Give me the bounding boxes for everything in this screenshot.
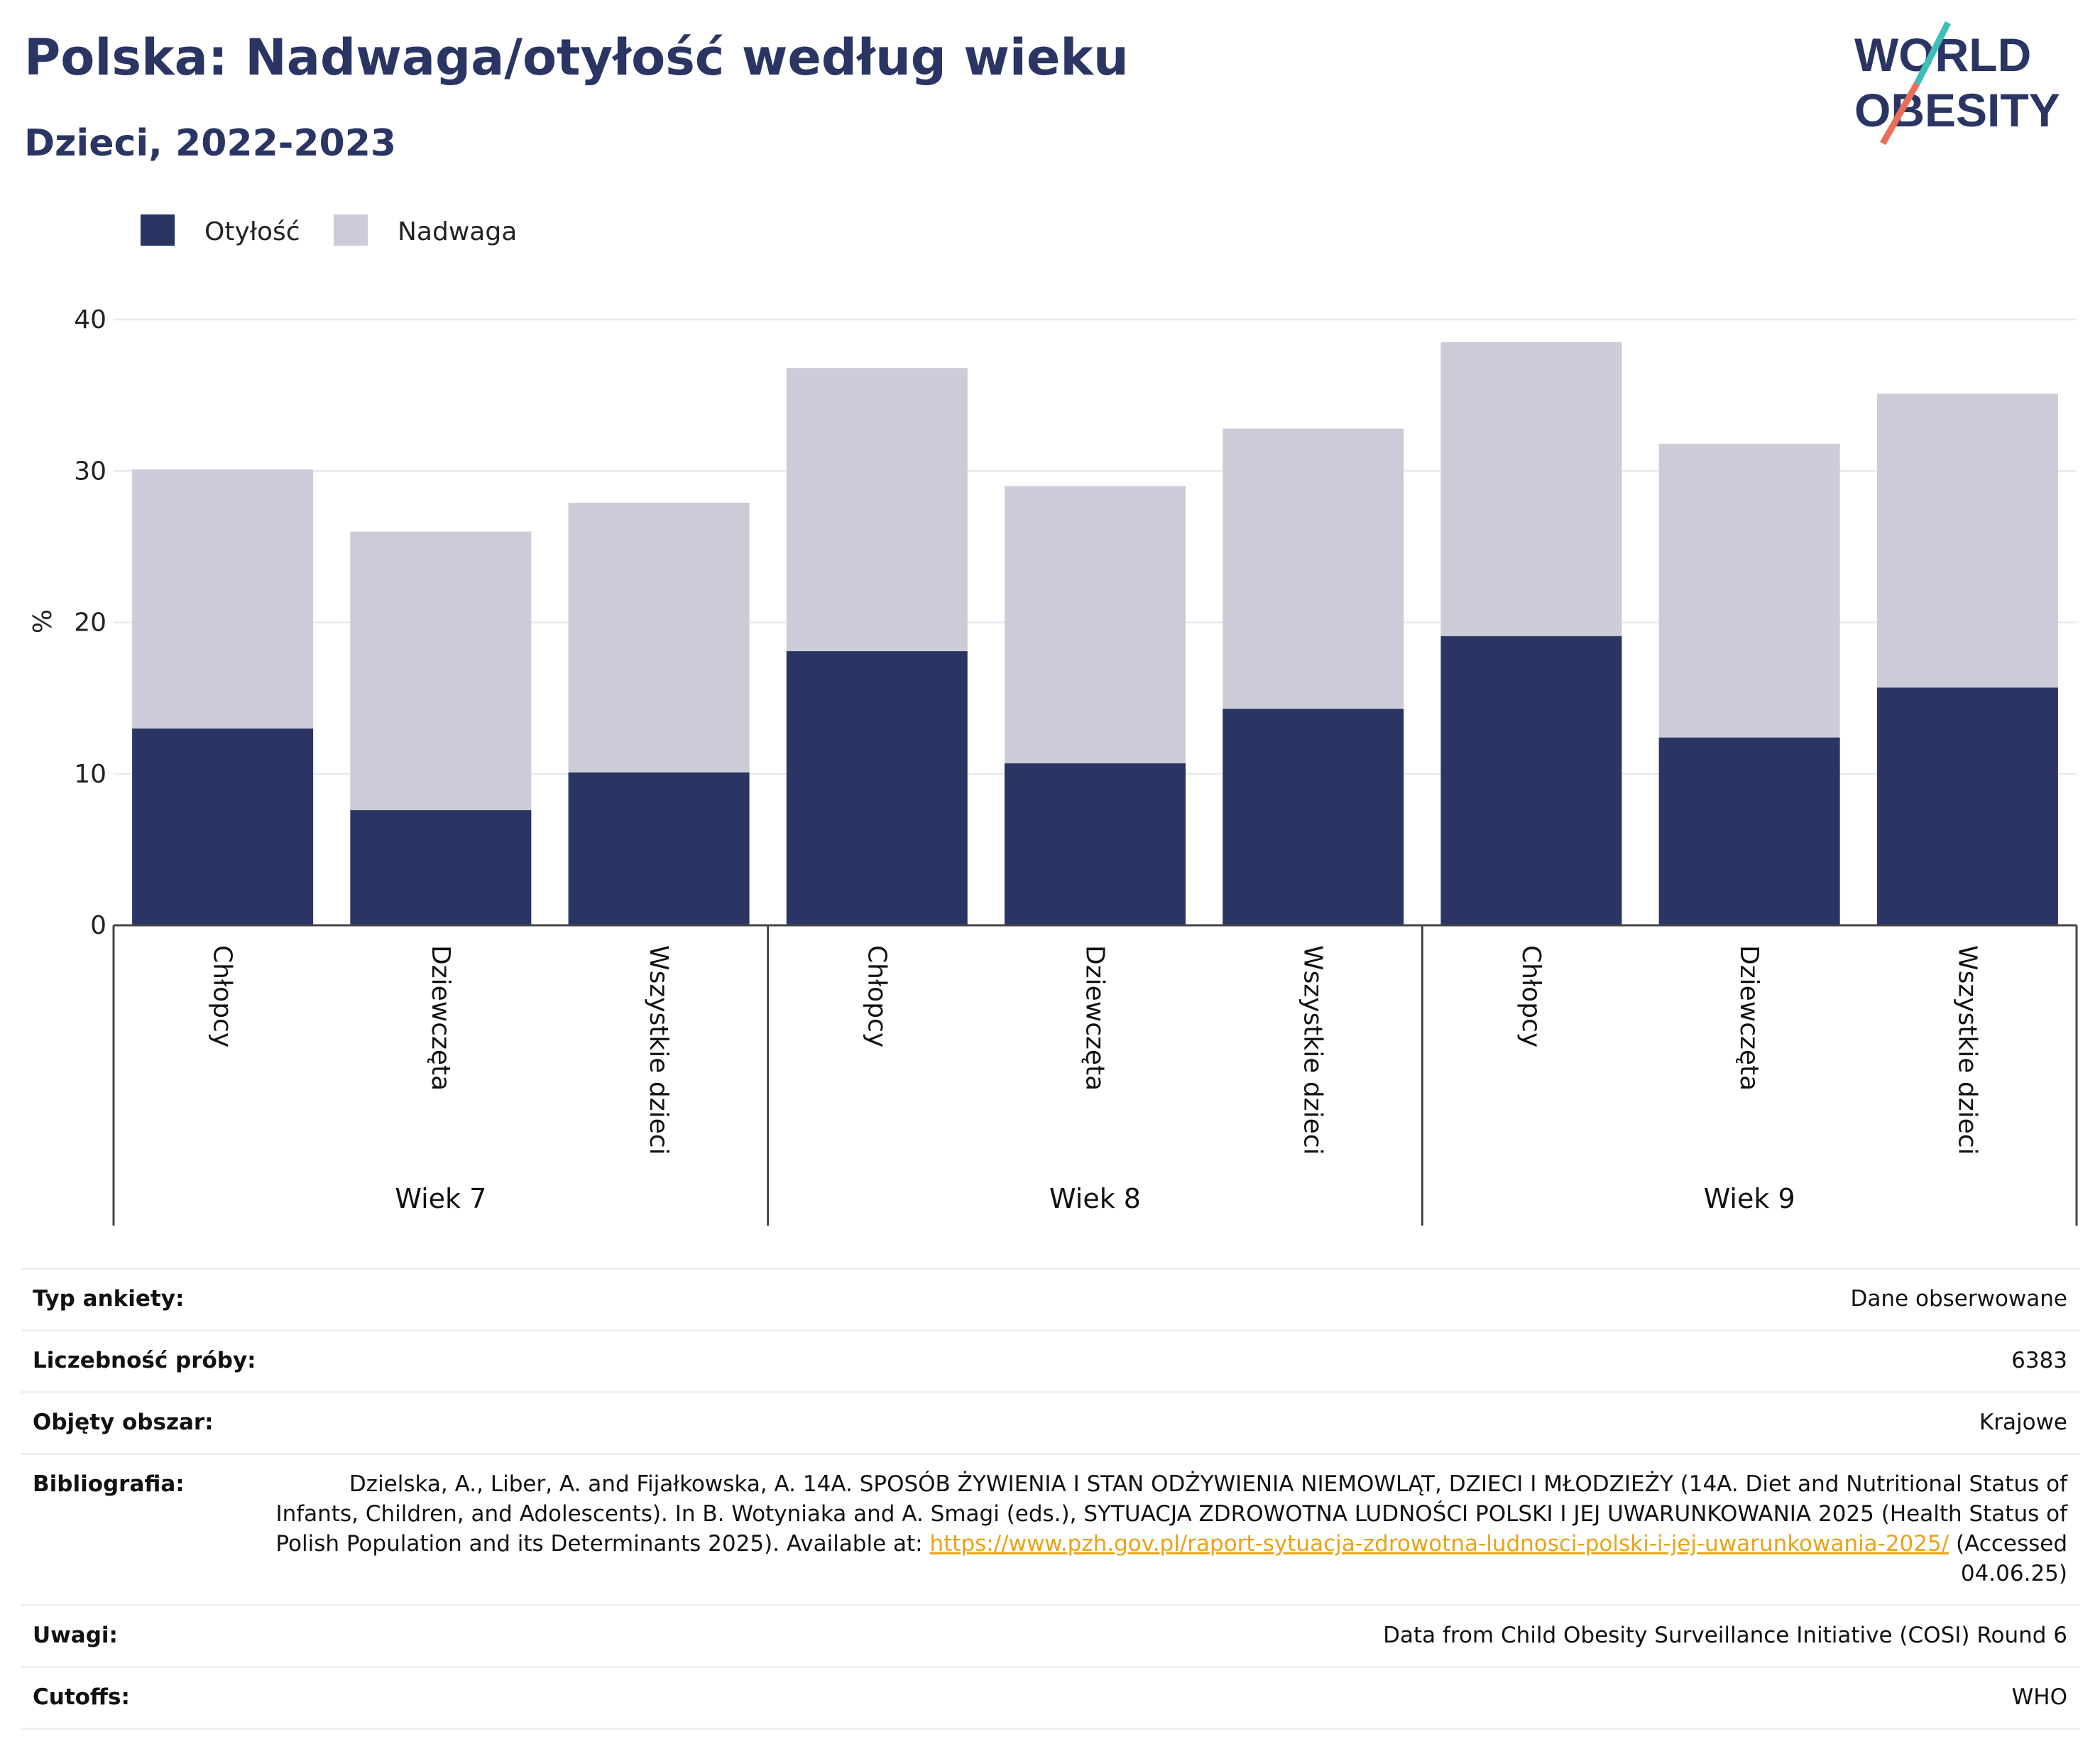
group-label: Wiek 9 bbox=[1704, 1183, 1795, 1214]
y-tick-label: 40 bbox=[74, 305, 106, 334]
info-value-text: 6383 bbox=[2011, 1348, 2067, 1373]
page-title: Polska: Nadwaga/otyłość według wieku bbox=[24, 28, 1129, 87]
bar-overweight-8 bbox=[1876, 393, 2058, 688]
bar-overweight-7 bbox=[1658, 443, 1840, 738]
info-key: Uwagi: bbox=[33, 1623, 118, 1648]
y-tick-label: 20 bbox=[74, 609, 106, 638]
info-value-text: WHO bbox=[2011, 1684, 2067, 1710]
logo-text-obesity: OBESITY bbox=[1854, 84, 2060, 136]
info-value-text: Data from Child Obesity Surveillance Ini… bbox=[1383, 1623, 2067, 1648]
legend-label-0: Otyłość bbox=[204, 217, 300, 246]
bar-obesity-4 bbox=[1005, 763, 1186, 925]
bar-obesity-8 bbox=[1876, 687, 2058, 925]
info-value: 6383 bbox=[256, 1346, 2067, 1375]
chart-legend: Otyłość Nadwaga bbox=[141, 214, 517, 246]
info-value: WHO bbox=[130, 1682, 2067, 1712]
info-value: Dane obserwowane bbox=[184, 1284, 2067, 1314]
category-label: Wszystkie dzieci bbox=[644, 945, 673, 1155]
y-tick-label: 30 bbox=[74, 457, 106, 486]
bar-overweight-5 bbox=[1223, 428, 1404, 709]
bar-overweight-6 bbox=[1440, 342, 1622, 636]
y-tick-label: 0 bbox=[90, 911, 106, 940]
info-row: Typ ankiety: Dane obserwowane bbox=[21, 1268, 2080, 1329]
accessed-date: (Accessed 04.06.25) bbox=[1956, 1531, 2067, 1586]
y-axis-label: % bbox=[28, 609, 58, 633]
info-key: Cutoffs: bbox=[33, 1684, 130, 1710]
bar-obesity-3 bbox=[786, 651, 968, 925]
category-label: Chłopcy bbox=[862, 945, 891, 1047]
logo-teal-slash bbox=[1913, 21, 1952, 86]
bar-obesity-1 bbox=[350, 810, 532, 925]
info-row: Bibliografia: Dzielska, A., Liber, A. and… bbox=[21, 1453, 2080, 1604]
stacked-bar-chart: Otyłość Nadwaga 0 10 20 30 40 Chłopcy Dziewczę… bbox=[28, 214, 2078, 1226]
info-row: Liczebność próby: 6383 bbox=[21, 1329, 2080, 1391]
info-value-text: Krajowe bbox=[1979, 1410, 2067, 1435]
y-tick-label: 10 bbox=[74, 760, 106, 789]
info-table: Typ ankiety: Dane obserwowane Liczebność p… bbox=[21, 1268, 2080, 1730]
info-key: Objęty obszar: bbox=[33, 1410, 214, 1435]
info-value-text: Dane obserwowane bbox=[1850, 1286, 2067, 1312]
info-value-text: Dzielska, A., Liber, A. and Fijałkowska,… bbox=[275, 1471, 2067, 1557]
info-row: Uwagi: Data from Child Obesity Surveillan… bbox=[21, 1604, 2080, 1666]
page-subtitle: Dzieci, 2022-2023 bbox=[24, 122, 397, 165]
info-row: Objęty obszar: Krajowe bbox=[21, 1391, 2080, 1453]
legend-swatch-1 bbox=[334, 214, 368, 246]
category-label: Chłopcy bbox=[208, 945, 237, 1047]
info-key: Liczebność próby: bbox=[33, 1348, 256, 1373]
bar-overweight-4 bbox=[1005, 486, 1186, 763]
legend-label-1: Nadwaga bbox=[398, 217, 517, 246]
logo-coral-slash bbox=[1880, 82, 1920, 146]
group-label: Wiek 7 bbox=[395, 1183, 486, 1214]
category-label: Dziewczęta bbox=[426, 945, 455, 1091]
category-label: Wszystkie dzieci bbox=[1298, 945, 1328, 1155]
info-key: Bibliografia: bbox=[33, 1471, 185, 1497]
bar-obesity-2 bbox=[568, 772, 750, 925]
legend-swatch-0 bbox=[141, 214, 175, 246]
category-label: Dziewczęta bbox=[1734, 945, 1763, 1091]
bar-overweight-2 bbox=[568, 503, 750, 773]
category-label: Chłopcy bbox=[1516, 945, 1546, 1047]
bar-overweight-1 bbox=[350, 531, 532, 810]
info-value: Dzielska, A., Liber, A. and Fijałkowska,… bbox=[185, 1469, 2067, 1589]
bars bbox=[132, 342, 2058, 925]
bar-obesity-7 bbox=[1658, 737, 1840, 925]
bar-obesity-6 bbox=[1440, 636, 1622, 925]
category-label: Wszystkie dzieci bbox=[1952, 945, 1981, 1155]
info-key: Typ ankiety: bbox=[33, 1286, 185, 1312]
bibliography-link[interactable]: https://www.pzh.gov.pl/raport-sytuacja-z… bbox=[929, 1531, 1949, 1557]
bar-obesity-5 bbox=[1223, 709, 1404, 925]
info-value: Krajowe bbox=[214, 1407, 2067, 1437]
bar-overweight-0 bbox=[132, 469, 314, 729]
world-obesity-logo: WORLD OBESITY bbox=[1854, 21, 2060, 146]
bar-obesity-0 bbox=[132, 728, 314, 925]
axes: Chłopcy Dziewczęta Wszystkie dzieci Chłopcy… bbox=[112, 924, 2078, 1226]
group-label: Wiek 8 bbox=[1049, 1183, 1141, 1214]
info-row: Cutoffs: WHO bbox=[21, 1666, 2080, 1730]
bar-overweight-3 bbox=[786, 368, 968, 652]
category-label: Dziewczęta bbox=[1081, 945, 1110, 1091]
info-value: Data from Child Obesity Surveillance Ini… bbox=[118, 1620, 2067, 1650]
